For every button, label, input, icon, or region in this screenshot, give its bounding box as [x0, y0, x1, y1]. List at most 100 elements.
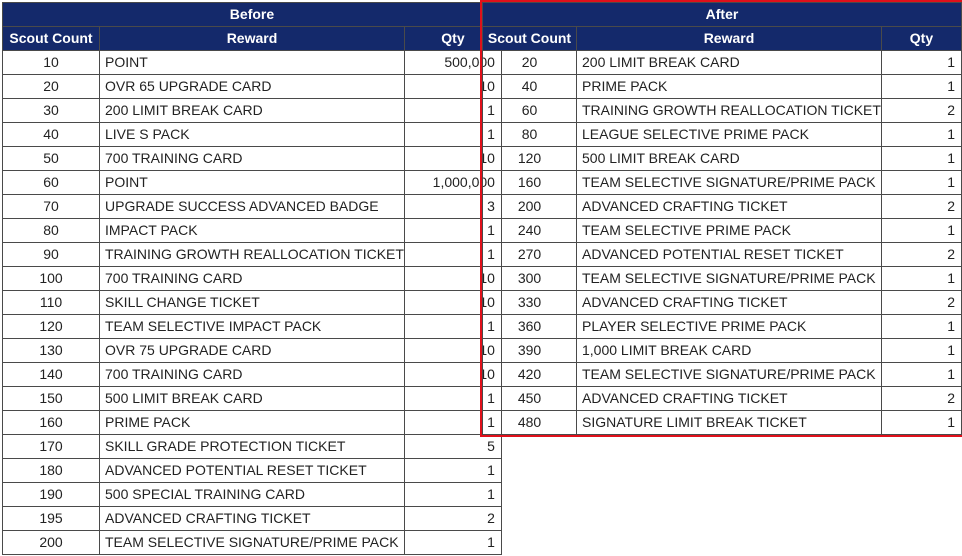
scout-count-cell: 20 [482, 50, 577, 75]
after-table-row: 20 200 LIMIT BREAK CARD 1 [482, 50, 962, 75]
scout-count-cell: 170 [2, 434, 100, 459]
reward-cell: 500 LIMIT BREAK CARD [576, 146, 882, 171]
after-table-row: 360 PLAYER SELECTIVE PRIME PACK 1 [482, 314, 962, 339]
scout-count-cell: 120 [2, 314, 100, 339]
reward-cell: 200 LIMIT BREAK CARD [99, 98, 405, 123]
reward-cell: 1,000 LIMIT BREAK CARD [576, 338, 882, 363]
scout-count-cell: 190 [2, 482, 100, 507]
before-table-row: 10 POINT 500,000 [2, 50, 502, 75]
scout-count-cell: 40 [482, 74, 577, 99]
qty-cell: 1 [880, 146, 962, 171]
reward-cell: 700 TRAINING CARD [99, 146, 405, 171]
before-table-row: 180 ADVANCED POTENTIAL RESET TICKET 1 [2, 458, 502, 483]
after-table-row: 120 500 LIMIT BREAK CARD 1 [482, 146, 962, 171]
reward-cell: TRAINING GROWTH REALLOCATION TICKET [576, 98, 882, 123]
reward-cell: TEAM SELECTIVE SIGNATURE/PRIME PACK [576, 362, 882, 387]
before-table-row: 195 ADVANCED CRAFTING TICKET 2 [2, 506, 502, 531]
scout-count-cell: 130 [2, 338, 100, 363]
qty-cell: 5 [403, 434, 502, 459]
scout-count-cell: 80 [2, 218, 100, 243]
reward-cell: ADVANCED CRAFTING TICKET [576, 194, 882, 219]
before-body: 10 POINT 500,000 20 OVR 65 UPGRADE CARD 10 30 2… [2, 50, 502, 555]
before-table-row: 30 200 LIMIT BREAK CARD 1 [2, 98, 502, 123]
before-title: Before [2, 2, 502, 27]
before-table-row: 190 500 SPECIAL TRAINING CARD 1 [2, 482, 502, 507]
qty-cell: 1 [880, 338, 962, 363]
scout-count-cell: 390 [482, 338, 577, 363]
reward-cell: ADVANCED CRAFTING TICKET [576, 386, 882, 411]
qty-cell: 2 [880, 386, 962, 411]
scout-count-cell: 195 [2, 506, 100, 531]
scout-count-cell: 20 [2, 74, 100, 99]
reward-cell: TEAM SELECTIVE SIGNATURE/PRIME PACK [99, 530, 405, 555]
reward-cell: SKILL CHANGE TICKET [99, 290, 405, 315]
before-table-row: 170 SKILL GRADE PROTECTION TICKET 5 [2, 434, 502, 459]
before-table-row: 200 TEAM SELECTIVE SIGNATURE/PRIME PACK 1 [2, 530, 502, 555]
before-table-row: 130 OVR 75 UPGRADE CARD 10 [2, 338, 502, 363]
after-header-row: Scout Count Reward Qty [482, 26, 962, 51]
reward-cell: TEAM SELECTIVE IMPACT PACK [99, 314, 405, 339]
reward-cell: ADVANCED CRAFTING TICKET [576, 290, 882, 315]
reward-cell: LIVE S PACK [99, 122, 405, 147]
after-body: 20 200 LIMIT BREAK CARD 1 40 PRIME PACK 1 60 TR… [482, 50, 962, 435]
qty-cell: 1 [880, 122, 962, 147]
before-table-row: 160 PRIME PACK 1 [2, 410, 502, 435]
scout-count-cell: 240 [482, 218, 577, 243]
after-table-row: 300 TEAM SELECTIVE SIGNATURE/PRIME PACK 1 [482, 266, 962, 291]
qty-cell: 1 [880, 218, 962, 243]
before-table-row: 140 700 TRAINING CARD 10 [2, 362, 502, 387]
before-table-row: 60 POINT 1,000,000 [2, 170, 502, 195]
after-table-row: 160 TEAM SELECTIVE SIGNATURE/PRIME PACK 1 [482, 170, 962, 195]
reward-cell: 700 TRAINING CARD [99, 362, 405, 387]
after-table-row: 420 TEAM SELECTIVE SIGNATURE/PRIME PACK 1 [482, 362, 962, 387]
after-header-scout-count: Scout Count [482, 26, 577, 51]
reward-cell: OVR 65 UPGRADE CARD [99, 74, 405, 99]
scout-count-cell: 60 [482, 98, 577, 123]
scout-count-cell: 100 [2, 266, 100, 291]
qty-cell: 2 [880, 194, 962, 219]
after-table-row: 200 ADVANCED CRAFTING TICKET 2 [482, 194, 962, 219]
reward-cell: TRAINING GROWTH REALLOCATION TICKET [99, 242, 405, 267]
qty-cell: 1 [880, 170, 962, 195]
after-table-row: 480 SIGNATURE LIMIT BREAK TICKET 1 [482, 410, 962, 435]
scout-count-cell: 180 [2, 458, 100, 483]
qty-cell: 1 [403, 482, 502, 507]
reward-cell: TEAM SELECTIVE SIGNATURE/PRIME PACK [576, 170, 882, 195]
scout-count-cell: 450 [482, 386, 577, 411]
scout-count-cell: 150 [2, 386, 100, 411]
scout-count-cell: 10 [2, 50, 100, 75]
before-table-row: 40 LIVE S PACK 1 [2, 122, 502, 147]
scout-count-cell: 40 [2, 122, 100, 147]
before-table-row: 90 TRAINING GROWTH REALLOCATION TICKET 1 [2, 242, 502, 267]
scout-count-cell: 360 [482, 314, 577, 339]
scout-count-cell: 270 [482, 242, 577, 267]
after-table-row: 60 TRAINING GROWTH REALLOCATION TICKET 2 [482, 98, 962, 123]
after-table-row: 330 ADVANCED CRAFTING TICKET 2 [482, 290, 962, 315]
reward-cell: ADVANCED CRAFTING TICKET [99, 506, 405, 531]
reward-cell: PRIME PACK [576, 74, 882, 99]
scout-count-cell: 140 [2, 362, 100, 387]
qty-cell: 1 [880, 50, 962, 75]
after-table-row: 40 PRIME PACK 1 [482, 74, 962, 99]
scout-count-cell: 420 [482, 362, 577, 387]
after-header-qty: Qty [880, 26, 962, 51]
after-table-row: 450 ADVANCED CRAFTING TICKET 2 [482, 386, 962, 411]
scout-count-cell: 90 [2, 242, 100, 267]
scout-count-cell: 50 [2, 146, 100, 171]
qty-cell: 1 [880, 314, 962, 339]
before-header-row: Scout Count Reward Qty [2, 26, 502, 51]
reward-cell: POINT [99, 170, 405, 195]
after-table-row: 270 ADVANCED POTENTIAL RESET TICKET 2 [482, 242, 962, 267]
scout-count-cell: 60 [2, 170, 100, 195]
qty-cell: 1 [880, 410, 962, 435]
scout-count-cell: 330 [482, 290, 577, 315]
after-header-reward: Reward [576, 26, 882, 51]
before-table-row: 70 UPGRADE SUCCESS ADVANCED BADGE 3 [2, 194, 502, 219]
scout-count-cell: 160 [2, 410, 100, 435]
reward-cell: TEAM SELECTIVE SIGNATURE/PRIME PACK [576, 266, 882, 291]
reward-cell: UPGRADE SUCCESS ADVANCED BADGE [99, 194, 405, 219]
reward-cell: ADVANCED POTENTIAL RESET TICKET [576, 242, 882, 267]
after-title-row: After [482, 2, 962, 27]
after-table: After Scout Count Reward Qty 20 200 LIMIT… [480, 0, 962, 437]
reward-cell: 200 LIMIT BREAK CARD [576, 50, 882, 75]
